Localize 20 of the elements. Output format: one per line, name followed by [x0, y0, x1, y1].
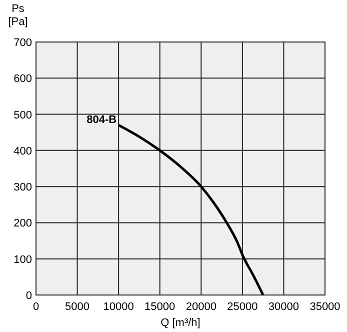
y-axis-title: Ps [Pa]: [8, 3, 28, 28]
x-tick-label: 30000: [268, 301, 300, 313]
y-tick-label: 300: [14, 182, 32, 194]
y-tick-label: 100: [14, 254, 32, 266]
x-tick-label: 10000: [103, 301, 134, 313]
x-tick-label: 5000: [65, 301, 90, 313]
y-tick-label: 700: [14, 37, 32, 49]
y-tick-label: 200: [14, 218, 32, 230]
x-tick-label: 35000: [310, 301, 340, 313]
y-tick-label: 500: [14, 109, 32, 122]
x-tick-label: 15000: [144, 301, 176, 313]
x-tick-label: 0: [32, 301, 40, 313]
x-tick-label: 20000: [186, 301, 216, 313]
x-tick-label: 25000: [227, 301, 258, 313]
line-series: [117, 124, 264, 296]
y-tick-label: 0: [26, 290, 32, 302]
x-axis-title: Q [m³/h]: [160, 317, 200, 329]
y-tick-label: 400: [14, 145, 32, 158]
series-label: 804-B: [86, 114, 117, 126]
y-tick-label: 600: [14, 73, 32, 86]
